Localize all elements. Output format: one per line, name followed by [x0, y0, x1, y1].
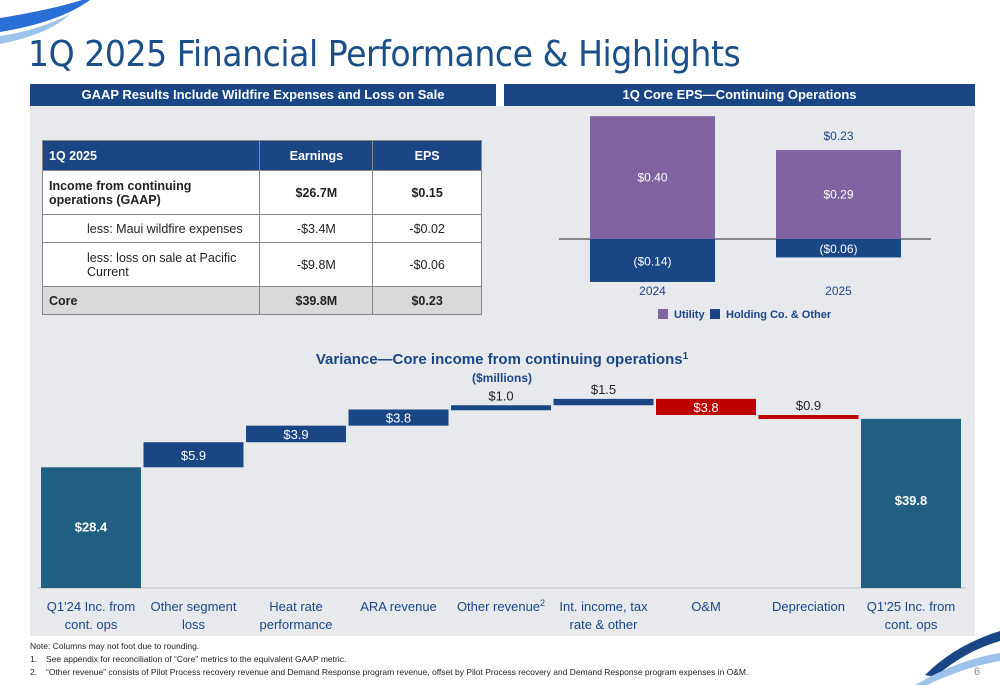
footnotes: Note: Columns may not foot due to roundi… [30, 640, 748, 679]
core-eps-chart: $0.40($0.14)$0.262024$0.29($0.06)$0.2320… [559, 116, 931, 321]
bar-value-label: $3.8 [693, 400, 718, 415]
footnote-number: 2. [30, 667, 38, 677]
row-label: Income from continuing operations (GAAP) [41, 170, 261, 215]
category-tick-label-line2: loss [182, 617, 206, 632]
footnote-text: “Other revenue” consists of Pilot Proces… [46, 667, 749, 677]
earnings-cell: -$3.4M [259, 214, 374, 243]
total-bar [41, 467, 141, 588]
increase-bar [143, 442, 244, 468]
holding-bar [590, 239, 715, 282]
decrease-bar [656, 398, 756, 416]
utility-value-label: $0.40 [637, 171, 667, 185]
core-eps-header: 1Q Core EPS—Continuing Operations [504, 84, 975, 106]
bar-value-label: $39.8 [895, 493, 928, 508]
bar-value-label: $0.9 [796, 398, 821, 413]
page-title: 1Q 2025 Financial Performance & Highligh… [28, 34, 741, 75]
row-label: less: Maui wildfire expenses [41, 214, 261, 243]
category-tick-label-line2: performance [260, 617, 333, 632]
category-tick-label-line2: cont. ops [65, 617, 118, 632]
bottom-panel-background [30, 336, 975, 636]
category-tick-label-line2: cont. ops [885, 617, 938, 632]
eps-cell: $0.15 [372, 170, 482, 215]
legend-holding-label: Holding Co. & Other [726, 309, 832, 321]
table-row: Income from continuing operations (GAAP)… [41, 170, 482, 215]
chart-title: Variance—Core income from continuing ope… [316, 351, 689, 368]
bar-value-label: $28.4 [75, 520, 108, 535]
eps-cell: $0.23 [372, 286, 482, 315]
increase-bar [246, 425, 346, 443]
eps-cell: -$0.02 [372, 214, 482, 243]
holding-bar [776, 239, 901, 258]
legend-holding-swatch [710, 309, 720, 319]
category-tick-label: ARA revenue [360, 599, 437, 614]
total-bar [861, 418, 961, 588]
table-header-row: 1Q 2025 Earnings EPS [41, 140, 482, 171]
holding-value-label: ($0.06) [819, 242, 857, 256]
table-row: less: loss on sale at Pacific Current -$… [41, 242, 482, 287]
increase-bar [451, 405, 551, 411]
column-header: Earnings [259, 140, 374, 171]
category-tick-label: Other revenue2 [457, 598, 545, 614]
footnote-general: Note: Columns may not foot due to roundi… [30, 641, 200, 651]
category-tick-label: 2025 [825, 284, 852, 298]
category-tick-label: Heat rate [269, 599, 322, 614]
category-tick-label: 2024 [639, 284, 666, 298]
bar-value-label: $5.9 [181, 448, 206, 463]
utility-value-label: $0.29 [823, 187, 853, 201]
table-row: Core $39.8M $0.23 [41, 286, 482, 315]
gaap-results-table: 1Q 2025 Earnings EPS Income from continu… [41, 140, 482, 315]
column-header: 1Q 2025 [41, 140, 261, 171]
eps-cell: -$0.06 [372, 242, 482, 287]
bar-value-label: $3.9 [283, 427, 308, 442]
increase-bar [553, 398, 654, 406]
category-tick-label: Q1'25 Inc. from [867, 599, 955, 614]
chart-subtitle: ($millions) [472, 371, 532, 385]
footnote-number: 1. [30, 654, 38, 664]
legend-utility-label: Utility [674, 309, 705, 321]
bar-value-label: $3.8 [386, 411, 411, 426]
row-label: less: loss on sale at Pacific Current [41, 242, 261, 287]
earnings-cell: -$9.8M [259, 242, 374, 287]
earnings-cell: $26.7M [259, 170, 374, 215]
bar-value-label: $1.0 [488, 388, 513, 403]
category-tick-label: Depreciation [772, 599, 845, 614]
top-left-swoosh-decoration [0, 0, 90, 44]
decrease-bar [758, 415, 859, 420]
footnote-2: 2. “Other revenue” consists of Pilot Proc… [30, 666, 748, 679]
row-label: Core [41, 286, 261, 315]
utility-bar [776, 149, 901, 239]
footnote-1: 1. See appendix for reconciliation of “Co… [30, 653, 748, 666]
earnings-cell: $39.8M [259, 286, 374, 315]
variance-waterfall-chart: Variance—Core income from continuing ope… [38, 351, 966, 632]
category-tick-label: Int. income, tax [559, 599, 648, 614]
category-tick-label: Other segment [151, 599, 237, 614]
category-tick-label-line2: rate & other [570, 617, 639, 632]
table-row: less: Maui wildfire expenses -$3.4M -$0.… [41, 214, 482, 243]
gaap-results-header: GAAP Results Include Wildfire Expenses a… [30, 84, 496, 106]
footnote-text: See appendix for reconciliation of “Core… [46, 654, 347, 664]
category-tick-label: O&M [691, 599, 721, 614]
total-eps-label: $0.23 [823, 129, 853, 143]
legend-utility-swatch [658, 309, 668, 319]
bottom-right-swoosh-decoration [915, 631, 1000, 685]
page-number: 6 [974, 666, 981, 678]
increase-bar [348, 409, 449, 426]
category-tick-label: Q1'24 Inc. from [47, 599, 135, 614]
utility-bar [590, 116, 715, 239]
column-header: EPS [372, 140, 482, 171]
holding-value-label: ($0.14) [633, 254, 671, 268]
bar-value-label: $1.5 [591, 382, 616, 397]
